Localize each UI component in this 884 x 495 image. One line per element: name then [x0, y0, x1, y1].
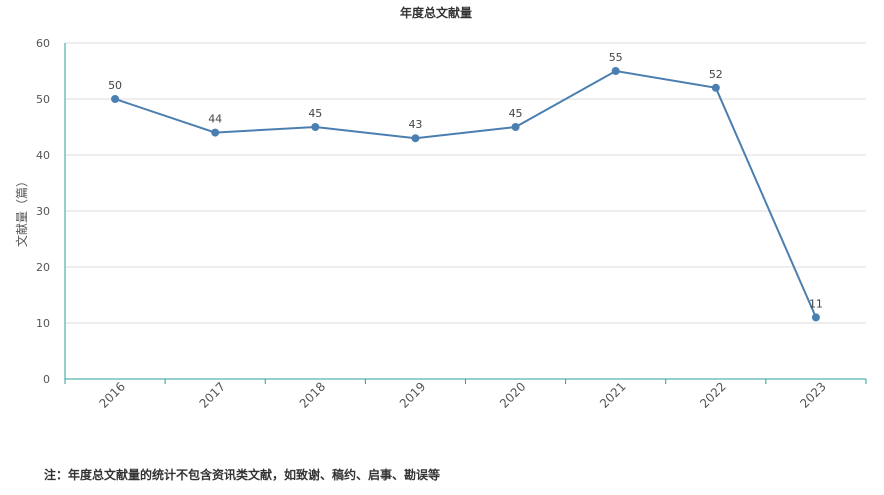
x-tick-label: 2016	[96, 379, 127, 410]
data-label: 43	[408, 118, 422, 131]
data-line	[114, 69, 817, 318]
y-axis-ticks: 0 10 20 30 40 50 60	[36, 37, 50, 386]
data-label: 50	[108, 79, 122, 92]
y-tick-label: 0	[43, 373, 50, 386]
y-tick-label: 40	[36, 149, 50, 162]
data-point	[811, 313, 820, 322]
y-tick-label: 60	[36, 37, 50, 50]
data-label: 45	[509, 107, 523, 120]
gridlines	[65, 42, 866, 324]
data-point	[111, 95, 120, 103]
y-tick-label: 50	[36, 93, 50, 106]
x-tick-label: 2021	[597, 379, 628, 410]
y-tick-label: 20	[36, 261, 50, 274]
x-tick-label: 2019	[397, 379, 428, 410]
data-label: 45	[308, 107, 322, 120]
data-point	[511, 123, 520, 131]
y-tick-label: 30	[36, 205, 50, 218]
data-label: 11	[809, 297, 823, 310]
data-label: 55	[609, 51, 623, 64]
data-label: 44	[208, 113, 222, 126]
data-label: 52	[709, 68, 723, 81]
y-tick-label: 10	[36, 317, 50, 330]
x-axis-ticks: 2016 2017 2018 2019 2020 2021 2022 2023	[64, 379, 867, 411]
x-tick-label: 2020	[497, 379, 528, 410]
data-point	[211, 128, 220, 137]
series-line: 50 44 45 43 45 55 52 11	[108, 51, 823, 322]
data-point	[311, 123, 320, 131]
data-point	[411, 134, 420, 143]
footnote: 注：年度总文献量的统计不包含资讯类文献，如致谢、稿约、启事、勘误等	[44, 468, 441, 482]
chart-title: 年度总文献量	[400, 5, 472, 20]
x-tick-label: 2018	[297, 379, 328, 410]
x-tick-label: 2023	[797, 379, 828, 410]
y-axis-label: 文献量（篇）	[14, 175, 29, 247]
data-point	[611, 67, 620, 75]
x-tick-label: 2022	[697, 379, 728, 410]
data-point	[711, 83, 720, 92]
x-tick-label: 2017	[197, 379, 228, 410]
